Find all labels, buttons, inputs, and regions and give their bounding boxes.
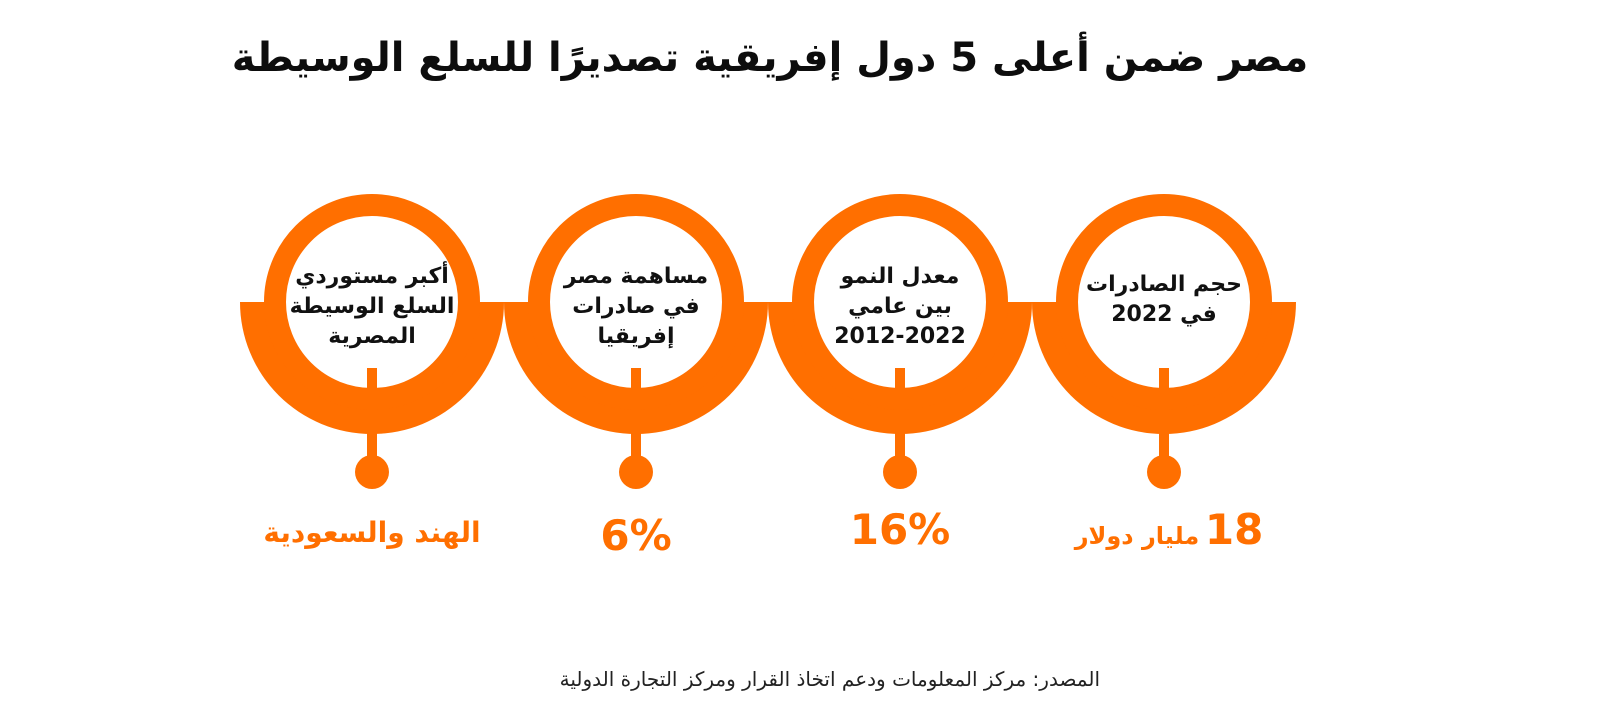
stage-3-value: 6% bbox=[556, 506, 716, 575]
stage-1-label-line-2: في 2022 bbox=[1111, 302, 1217, 327]
stage-4-dot bbox=[355, 455, 389, 489]
stage-1-label: حجم الصادرات في 2022 bbox=[1069, 270, 1259, 330]
stage-4-value: الهند والسعودية bbox=[237, 503, 507, 563]
stage-1-value-unit: مليار دولار bbox=[1074, 522, 1200, 550]
stage-2-label-line-1: معدل النمو bbox=[840, 264, 960, 289]
stage-4-label-line-2: السلع الوسيطة bbox=[289, 294, 455, 319]
stage-2-label: معدل النمو بين عامي 2012-2022 bbox=[805, 262, 995, 352]
stage-1-value-number: 18 bbox=[1204, 505, 1264, 554]
stage-3-label-line-1: مساهمة مصر bbox=[563, 264, 709, 289]
stage-3-graphic bbox=[504, 194, 768, 489]
stage-3-label-line-2: في صادرات bbox=[572, 294, 700, 319]
stage-2-value-number: 16% bbox=[849, 505, 951, 554]
stage-1-value: 18 مليار دولار bbox=[1064, 500, 1274, 569]
source-note: المصدر: مركز المعلومات ودعم اتخاذ القرار… bbox=[559, 667, 1100, 691]
stage-4-label: أكبر مستوردي السلع الوسيطة المصرية bbox=[267, 262, 477, 352]
page-title: مصر ضمن أعلى 5 دول إفريقية تصديرًا للسلع… bbox=[231, 35, 1309, 81]
stage-3-label: مساهمة مصر في صادرات إفريقيا bbox=[541, 262, 731, 352]
stage-3-value-number: 6% bbox=[600, 511, 672, 560]
stage-2-dot bbox=[883, 455, 917, 489]
stage-3-label-line-3: إفريقيا bbox=[597, 324, 675, 349]
stage-4-graphic bbox=[240, 194, 504, 489]
stage-2-label-line-3: 2012-2022 bbox=[834, 324, 966, 349]
stage-1-graphic bbox=[1032, 194, 1296, 489]
stage-2-graphic bbox=[768, 194, 1032, 489]
stage-4-label-line-3: المصرية bbox=[328, 324, 416, 349]
stage-2-value: 16% bbox=[820, 500, 980, 569]
stage-4-value-text: الهند والسعودية bbox=[263, 516, 481, 549]
stage-2-label-line-2: بين عامي bbox=[848, 294, 952, 319]
stage-1-dot bbox=[1147, 455, 1181, 489]
stage-3-dot bbox=[619, 455, 653, 489]
stage-1-label-line-1: حجم الصادرات bbox=[1086, 272, 1242, 297]
stage-4-label-line-1: أكبر مستوردي bbox=[295, 264, 449, 289]
